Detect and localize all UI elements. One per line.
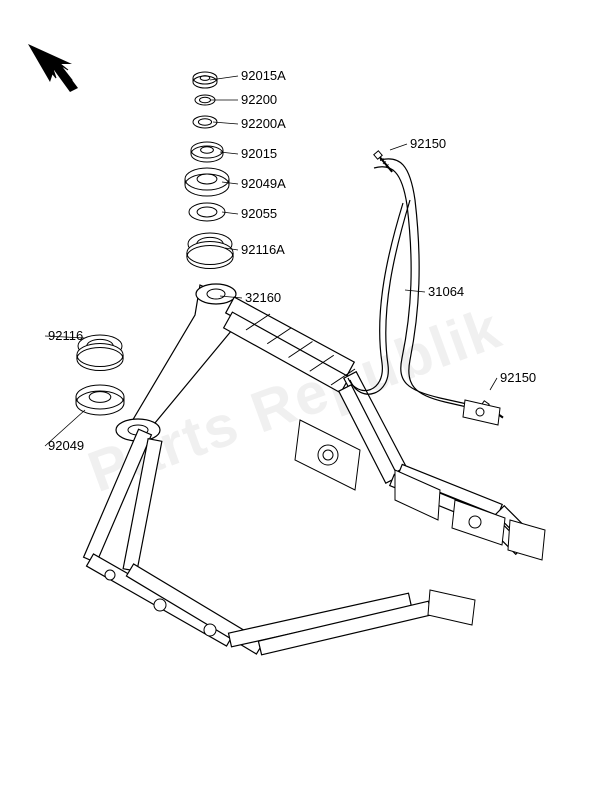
part-label-92150T: 92150 — [410, 136, 446, 151]
diagram-svg — [0, 0, 589, 799]
part-label-92049L: 92049 — [48, 438, 84, 453]
part-label-32160: 32160 — [245, 290, 281, 305]
part-label-92116A: 92116A — [241, 242, 285, 257]
part-label-92015: 92015 — [241, 146, 277, 161]
part-label-92116L: 92116 — [48, 328, 83, 343]
part-label-31064: 31064 — [428, 284, 464, 299]
part-label-92049A: 92049A — [241, 176, 286, 191]
part-label-92055: 92055 — [241, 206, 277, 221]
part-label-92200A: 92200A — [241, 116, 286, 131]
part-label-92150R: 92150 — [500, 370, 536, 385]
part-label-92015A: 92015A — [241, 68, 286, 83]
part-label-92200: 92200 — [241, 92, 277, 107]
